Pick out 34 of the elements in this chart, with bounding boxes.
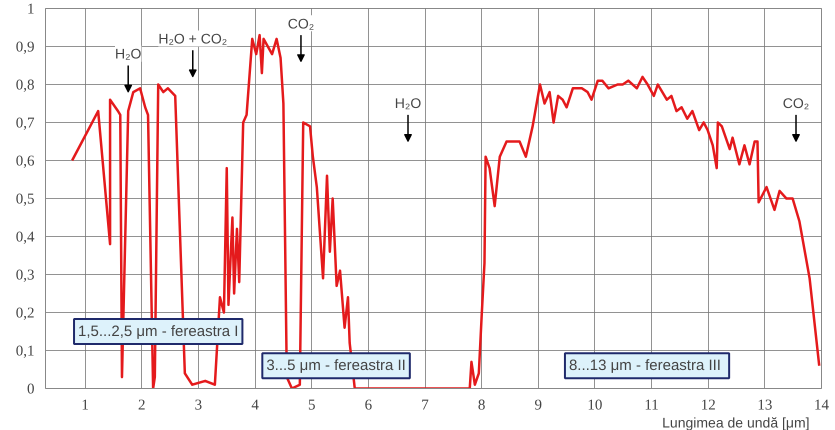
y-tick-label: 0,3 bbox=[16, 268, 34, 284]
x-tick-label: 9 bbox=[534, 398, 542, 414]
y-tick-label: 1 bbox=[27, 2, 34, 18]
x-tick-label: 13 bbox=[757, 398, 772, 414]
x-tick-label: 11 bbox=[644, 398, 659, 414]
y-tick-label: 0,5 bbox=[16, 192, 34, 208]
y-tick-label: 0,6 bbox=[16, 154, 35, 170]
x-tick-label: 2 bbox=[138, 398, 146, 414]
x-tick-label: 5 bbox=[308, 398, 316, 414]
y-tick-label: 0,7 bbox=[16, 116, 35, 132]
x-tick-label: 1 bbox=[81, 398, 89, 414]
y-tick-label: 0 bbox=[27, 382, 34, 398]
annotation: CO₂ bbox=[288, 15, 314, 32]
annotation: H₂O + CO₂ bbox=[158, 30, 228, 46]
annotation: 8...13 μm - fereastra III bbox=[568, 357, 721, 374]
annotation: H₂O bbox=[394, 95, 422, 112]
annotation: 3...5 μm - fereastra II bbox=[266, 357, 406, 374]
x-tick-label: 10 bbox=[587, 398, 602, 414]
x-tick-label: 3 bbox=[194, 398, 202, 414]
y-tick-label: 0,9 bbox=[16, 40, 34, 56]
x-tick-label: 4 bbox=[251, 398, 260, 414]
x-tick-label: 14 bbox=[814, 398, 830, 414]
x-tick-label: 7 bbox=[421, 398, 430, 414]
y-tick-label: 0,2 bbox=[16, 306, 34, 322]
annotation: H₂O bbox=[114, 46, 142, 62]
y-tick-label: 0,1 bbox=[16, 344, 34, 360]
y-tick-label: 0,4 bbox=[16, 230, 35, 246]
x-tick-label: 8 bbox=[478, 398, 486, 414]
y-tick-label: 0,8 bbox=[16, 78, 34, 94]
x-tick-label: 6 bbox=[364, 398, 373, 414]
annotation: CO₂ bbox=[782, 95, 810, 112]
x-tick-label: 12 bbox=[700, 398, 716, 414]
annotation: 1,5...2,5 μm - fereastra I bbox=[78, 323, 238, 340]
line-series bbox=[70, 34, 820, 388]
